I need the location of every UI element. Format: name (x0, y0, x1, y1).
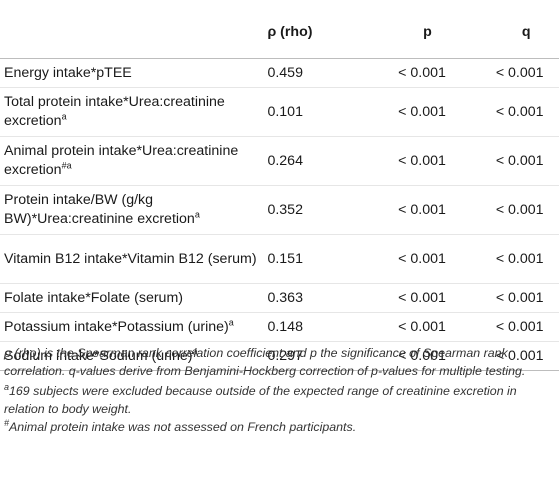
header-q: q (485, 24, 559, 59)
footnote-a-mark: a (4, 381, 10, 392)
row-rho: 0.148 (259, 312, 363, 342)
table-row: Potassium intake*Potassium (urine)a 0.14… (0, 312, 559, 342)
table-header: ρ (rho) p q (0, 24, 559, 59)
row-label: Vitamin B12 intake*Vitamin B12 (serum) (0, 234, 260, 284)
footnote-a-text: 169 subjects were excluded because outsi… (4, 384, 517, 416)
row-p: < 0.001 (362, 341, 486, 371)
row-p: < 0.001 (362, 185, 486, 235)
table-row: Energy intake*pTEE 0.459 < 0.001 < 0.001 (0, 58, 559, 88)
row-rho: 0.151 (259, 234, 363, 284)
table-row: Folate intake*Folate (serum) 0.363 < 0.0… (0, 283, 559, 313)
row-label-text: Sodium intake*Sodium (urine) (4, 347, 193, 364)
row-label: Folate intake*Folate (serum) (0, 283, 260, 313)
table-footnotes: ρ (rho) is the Spearman rank correlation… (4, 344, 554, 436)
header-p: p (362, 24, 486, 59)
row-p: < 0.001 (362, 136, 486, 186)
correlation-table: ρ (rho) p q Energy intake*pTEE 0.459 < 0… (0, 24, 559, 371)
table-row: Total protein intake*Urea:creatinine exc… (0, 87, 559, 137)
row-q: < 0.001 (485, 185, 559, 235)
row-q: < 0.001 (485, 283, 559, 313)
row-label: Energy intake*pTEE (0, 58, 260, 88)
row-label-footnote: a (228, 316, 234, 327)
footnote-a: a169 subjects were excluded because outs… (4, 382, 554, 418)
row-label-text: Animal protein intake*Urea:creatinine ex… (4, 143, 239, 178)
row-label-footnote: a (192, 345, 198, 356)
header-label (0, 24, 260, 59)
table-row: Animal protein intake*Urea:creatinine ex… (0, 136, 559, 186)
row-rho: 0.459 (259, 58, 363, 88)
row-q: < 0.001 (485, 136, 559, 186)
footnote-hash: #Animal protein intake was not assessed … (4, 418, 554, 436)
row-label: Sodium intake*Sodium (urine)a (0, 341, 260, 371)
row-q: < 0.001 (485, 87, 559, 137)
row-label: Potassium intake*Potassium (urine)a (0, 312, 260, 342)
row-q: < 0.001 (485, 341, 559, 371)
row-label: Animal protein intake*Urea:creatinine ex… (0, 136, 260, 186)
row-label-text: Energy intake*pTEE (4, 64, 132, 81)
row-rho: 0.264 (259, 136, 363, 186)
row-p: < 0.001 (362, 312, 486, 342)
footnote-hash-mark: # (4, 417, 10, 428)
header-rho: ρ (rho) (259, 24, 363, 59)
row-q: < 0.001 (485, 234, 559, 284)
table-row: Vitamin B12 intake*Vitamin B12 (serum) 0… (0, 234, 559, 284)
row-p: < 0.001 (362, 58, 486, 88)
table-row: Protein intake/BW (g/kg BW)*Urea:creatin… (0, 185, 559, 235)
row-p: < 0.001 (362, 283, 486, 313)
row-p: < 0.001 (362, 87, 486, 137)
row-label-text: Folate intake*Folate (serum) (4, 289, 183, 306)
row-label-footnote: a (61, 111, 67, 122)
row-label-text: Total protein intake*Urea:creatinine exc… (4, 94, 225, 129)
row-label: Protein intake/BW (g/kg BW)*Urea:creatin… (0, 185, 260, 235)
row-label-text: Protein intake/BW (g/kg BW)*Urea:creatin… (4, 192, 195, 227)
row-label-footnote: a (194, 209, 200, 220)
row-p: < 0.001 (362, 234, 486, 284)
row-label: Total protein intake*Urea:creatinine exc… (0, 87, 260, 137)
row-rho: 0.297 (259, 341, 363, 371)
row-label-text: Vitamin B12 intake*Vitamin B12 (serum) (4, 250, 257, 267)
row-label-footnote: #a (61, 160, 72, 171)
header-row: ρ (rho) p q (0, 24, 559, 59)
row-rho: 0.352 (259, 185, 363, 235)
row-label-text: Potassium intake*Potassium (urine) (4, 318, 229, 335)
footnote-hash-text: Animal protein intake was not assessed o… (9, 420, 357, 434)
row-rho: 0.363 (259, 283, 363, 313)
footnote-rho: ρ (rho) is the Spearman rank correlation… (4, 346, 526, 378)
row-q: < 0.001 (485, 58, 559, 88)
row-q: < 0.001 (485, 312, 559, 342)
row-rho: 0.101 (259, 87, 363, 137)
table-body: Energy intake*pTEE 0.459 < 0.001 < 0.001… (0, 58, 559, 371)
table-row: Sodium intake*Sodium (urine)a 0.297 < 0.… (0, 341, 559, 371)
